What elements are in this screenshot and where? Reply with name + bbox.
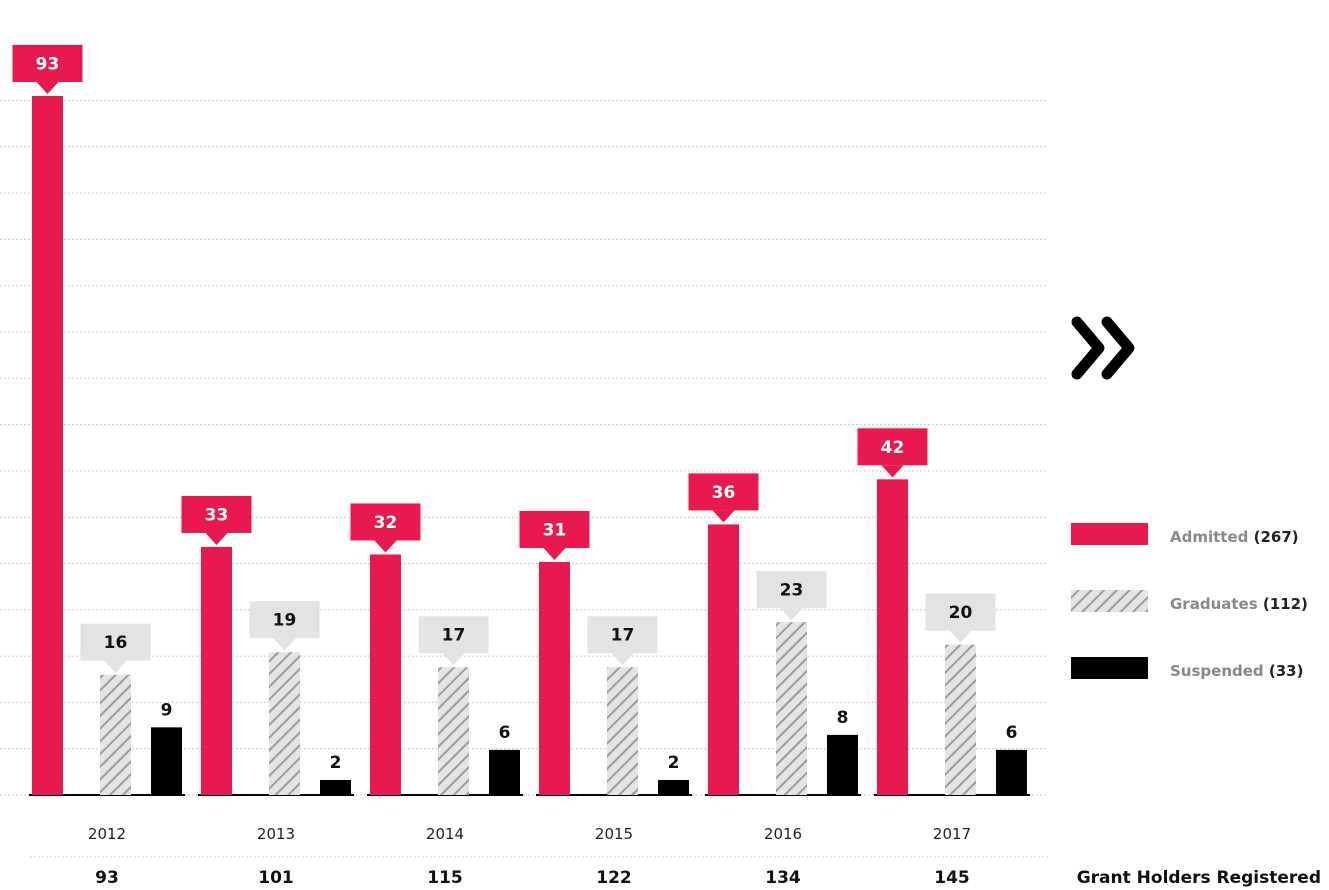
data-label-graduates-2017: 20 [949,603,973,623]
data-label-admitted-2017: 42 [881,438,905,458]
callout-box-admitted-2014 [350,503,421,541]
bar-admitted-2014 [370,554,401,795]
data-label-suspended-2012: 9 [161,700,173,720]
data-label-graduates-2014: 17 [442,626,466,646]
callout-box-graduates-2014 [418,616,489,654]
bar-graduates-2013 [269,652,300,795]
data-label-admitted-2012: 93 [36,55,60,75]
callout-box-admitted-2012 [12,45,83,82]
bar-admitted-2013 [201,546,232,795]
callout-pointer-graduates-2015 [611,653,634,666]
bars [32,96,1027,795]
callout-pointer-graduates-2013 [273,638,296,651]
callout-pointer-admitted-2012 [36,82,59,94]
bar-graduates-2012 [100,674,131,795]
bar-admitted-2015 [539,562,570,795]
callout-box-graduates-2013 [249,601,320,639]
bar-suspended-2013 [320,779,351,795]
callout-pointer-graduates-2012 [104,660,127,673]
data-label-graduates-2013: 19 [273,611,297,631]
callout-pointer-graduates-2017 [949,630,972,643]
callout-box-admitted-2015 [519,511,590,548]
total-value-2017: 145 [934,868,970,888]
data-label-suspended-2016: 8 [837,708,849,728]
legend: Admitted (267) Graduates (112) Suspended… [1071,523,1308,680]
total-value-2015: 122 [596,868,632,888]
data-label-suspended-2017: 6 [1006,723,1018,743]
gridlines [0,100,1048,858]
bar-admitted-2012 [32,96,63,795]
callout-box-admitted-2016 [688,473,759,511]
bar-suspended-2015 [658,779,689,795]
total-value-2013: 101 [258,868,294,888]
data-label-graduates-2016: 23 [780,581,804,601]
bar-graduates-2017 [945,644,976,795]
x-tick-label-2012: 2012 [88,825,126,843]
bar-suspended-2016 [827,734,858,795]
total-value-2016: 134 [765,868,801,888]
legend-swatch-admitted [1071,523,1148,545]
double-chevron-right-icon [1071,316,1135,380]
x-tick-label-2016: 2016 [764,825,802,843]
callout-box-graduates-2015 [587,616,658,654]
bar-suspended-2012 [151,727,182,795]
data-label-admitted-2016: 36 [712,483,736,503]
data-label-suspended-2013: 2 [330,753,342,773]
callout-box-graduates-2017 [925,593,996,631]
data-label-suspended-2014: 6 [499,723,511,743]
bar-suspended-2014 [489,749,520,795]
data-label-graduates-2015: 17 [611,626,635,646]
callout-box-graduates-2016 [756,571,827,609]
callout-pointer-graduates-2014 [442,653,465,666]
bar-admitted-2017 [877,479,908,795]
total-value-2012: 93 [95,868,119,888]
legend-label-graduates: Graduates (112) [1170,595,1308,613]
data-label-admitted-2015: 31 [543,521,567,541]
legend-label-suspended: Suspended (33) [1170,662,1303,680]
bar-graduates-2015 [607,667,638,795]
value-callouts: 93 16 9 33 19 2 32 17 6 31 17 2 36 23 8 42 20 6 [12,45,1018,773]
bar-suspended-2017 [996,749,1027,795]
callout-box-admitted-2017 [857,428,928,466]
legend-swatch-graduates [1071,590,1148,612]
callout-box-admitted-2013 [181,495,252,533]
bar-graduates-2014 [438,667,469,795]
x-tick-label-2013: 2013 [257,825,295,843]
data-label-admitted-2013: 33 [205,505,229,525]
totals-row: 93 101 115 122 134 145 [95,868,970,888]
data-label-graduates-2012: 16 [104,633,128,653]
callout-pointer-admitted-2016 [712,510,735,523]
callout-pointer-admitted-2015 [543,548,566,560]
x-axis-labels: 2012 2013 2014 2015 2016 2017 [88,825,971,843]
x-tick-label-2014: 2014 [426,825,464,843]
bar-admitted-2016 [708,524,739,795]
callout-box-graduates-2012 [80,623,151,661]
data-label-suspended-2015: 2 [668,753,680,773]
legend-swatch-suspended [1071,657,1148,679]
data-label-admitted-2014: 32 [374,513,398,533]
total-value-2014: 115 [427,868,463,888]
callout-pointer-graduates-2016 [780,608,803,621]
bar-graduates-2016 [776,622,807,795]
totals-row-label: Grant Holders Registered [1077,868,1321,888]
x-tick-label-2017: 2017 [933,825,971,843]
callout-pointer-admitted-2013 [205,532,228,545]
x-tick-label-2015: 2015 [595,825,633,843]
legend-label-admitted: Admitted (267) [1170,528,1299,546]
callout-pointer-admitted-2017 [881,465,904,478]
callout-pointer-admitted-2014 [374,540,397,553]
